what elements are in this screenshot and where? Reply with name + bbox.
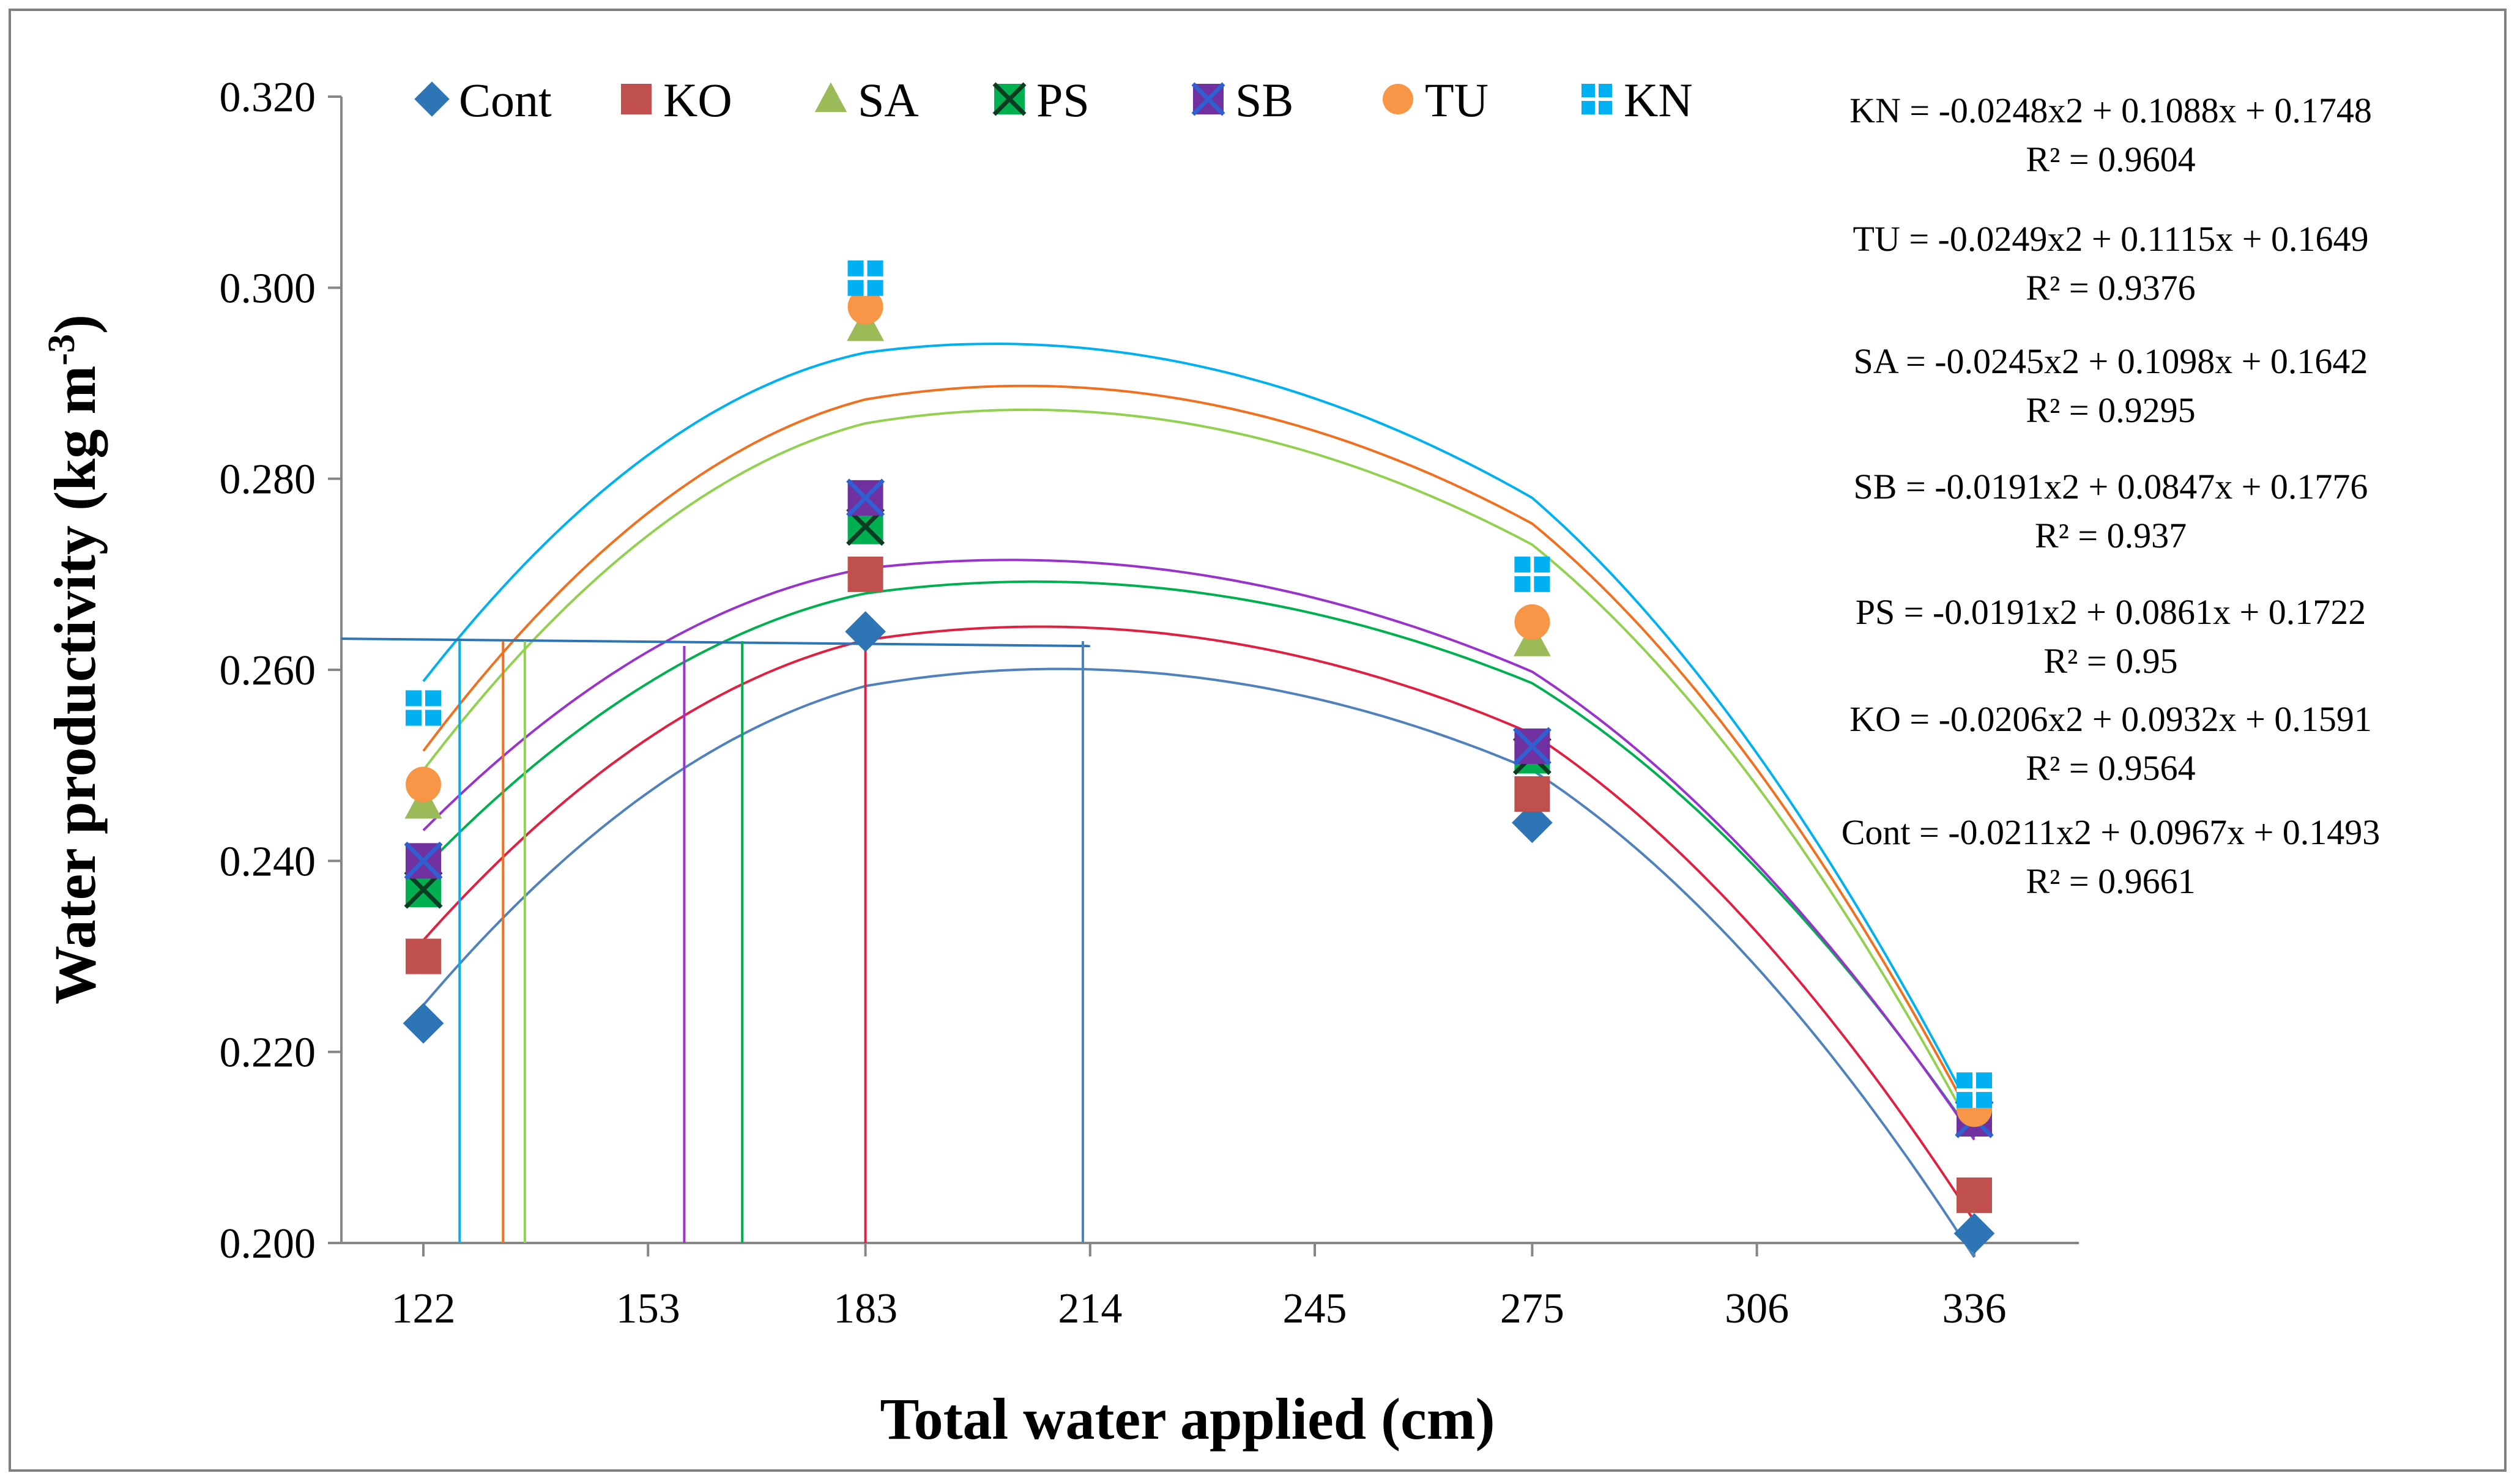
marker-kn-plus — [1514, 556, 1550, 592]
marker-ko — [847, 556, 883, 592]
trend-curve-sa — [422, 408, 1975, 1135]
x-tick-label: 306 — [1725, 1285, 1789, 1332]
y-axis-title-main: Water productivity (kg m — [42, 366, 108, 1004]
x-tick-label: 275 — [1500, 1285, 1564, 1332]
chart-frame — [9, 9, 2507, 1472]
marker-cont — [1512, 802, 1553, 844]
legend-item-ko: KO — [621, 73, 732, 127]
legend-label: KO — [663, 73, 732, 127]
trend-curve-ko — [422, 625, 1975, 1222]
marker-kn-plus — [847, 260, 883, 296]
y-tick-label: 0.280 — [220, 456, 316, 503]
trend-equations: KN = -0.0248x2 + 0.1088x + 0.1748 R² = 0.… — [1842, 91, 2381, 901]
legend-marker-kn-plus — [1582, 84, 1612, 114]
reference-lines — [341, 637, 1090, 1243]
trend-r-squared: R² = 0.9661 — [2026, 861, 2195, 901]
legend-item-ps: PS — [992, 73, 1090, 127]
trend-r-squared: R² = 0.9604 — [2026, 139, 2195, 179]
legend-label: TU — [1425, 73, 1489, 127]
reference-line — [341, 637, 1090, 648]
trend-r-squared: R² = 0.9295 — [2026, 390, 2195, 430]
trend-equation: Cont = -0.0211x2 + 0.0967x + 0.1493 — [1842, 812, 2381, 852]
marker-ko — [406, 938, 441, 974]
legend-marker-sb-cross — [1191, 82, 1225, 116]
legend-item-cont: Cont — [414, 73, 552, 127]
y-axis-title-suffix: ) — [42, 314, 108, 334]
trend-r-squared: R² = 0.9564 — [2026, 748, 2195, 788]
marker-tu — [847, 289, 883, 325]
data-markers — [403, 260, 1995, 1254]
legend-item-kn: KN — [1582, 73, 1693, 127]
marker-tu — [406, 766, 441, 803]
x-tick-label: 183 — [833, 1285, 898, 1332]
legend-label: Cont — [459, 73, 552, 127]
legend-marker-tu — [1383, 84, 1413, 114]
trend-curves — [422, 342, 1975, 1258]
x-axis-title: Total water applied (cm) — [880, 1386, 1495, 1452]
y-axis-title-superscript: -3 — [41, 334, 83, 366]
legend: Cont KO SA PS SB TU KN — [414, 73, 1693, 127]
marker-kn-plus — [406, 690, 441, 726]
marker-sb-cross — [404, 841, 443, 880]
trend-r-squared: R² = 0.95 — [2043, 641, 2177, 681]
legend-item-sb: SB — [1191, 73, 1293, 127]
axes: 0.200 0.220 0.240 0.260 0.280 0.300 0.320 122 15… — [220, 74, 2079, 1332]
legend-marker-sa — [814, 82, 847, 113]
axis-titles: Total water applied (cm) Water productiv… — [41, 314, 1495, 1452]
trend-equation: SB = -0.0191x2 + 0.0847x + 0.1776 — [1854, 467, 2368, 506]
trend-r-squared: R² = 0.9376 — [2026, 268, 2195, 308]
x-tick-label: 336 — [1942, 1285, 2007, 1332]
trend-equation: KN = -0.0248x2 + 0.1088x + 0.1748 — [1849, 91, 2372, 130]
marker-cont — [1953, 1213, 1995, 1254]
x-tick-label: 214 — [1058, 1285, 1122, 1332]
trend-curve-ps — [422, 580, 1975, 1139]
y-axis-title: Water productivity (kg m-3) — [41, 314, 108, 1004]
y-tick-label: 0.200 — [220, 1220, 316, 1267]
marker-cont — [845, 611, 886, 652]
trend-curve-kn — [422, 342, 1975, 1118]
marker-sb-cross — [1512, 727, 1552, 766]
trend-equation: KO = -0.0206x2 + 0.0932x + 0.1591 — [1849, 699, 2372, 739]
legend-marker-ps-cross — [992, 82, 1027, 116]
legend-marker-ko — [621, 84, 652, 114]
y-tick-label: 0.300 — [220, 265, 316, 312]
legend-label: SA — [858, 73, 919, 127]
marker-sb-cross — [846, 478, 885, 518]
y-tick-label: 0.240 — [220, 838, 316, 885]
legend-item-sa: SA — [814, 73, 919, 127]
legend-label: KN — [1624, 73, 1693, 127]
marker-cont — [403, 1003, 444, 1044]
marker-ko — [1957, 1177, 1992, 1213]
y-tick-label: 0.320 — [220, 74, 316, 121]
trend-equation: SA = -0.0245x2 + 0.1098x + 0.1642 — [1854, 341, 2368, 381]
trend-equation: PS = -0.0191x2 + 0.0861x + 0.1722 — [1856, 592, 2366, 632]
trend-r-squared: R² = 0.937 — [2035, 516, 2187, 555]
marker-ko — [1514, 776, 1550, 812]
trend-curve-sb — [422, 558, 1975, 1141]
trend-curve-tu — [422, 384, 1975, 1124]
legend-item-tu: TU — [1383, 73, 1489, 127]
marker-kn-plus — [1957, 1072, 1992, 1108]
legend-marker-cont — [414, 81, 450, 117]
y-tick-label: 0.220 — [220, 1030, 316, 1077]
legend-label: SB — [1235, 73, 1293, 127]
legend-label: PS — [1036, 73, 1090, 127]
trend-curve-cont — [422, 667, 1975, 1258]
marker-tu — [1514, 604, 1550, 640]
trend-equation: TU = -0.0249x2 + 0.1115x + 0.1649 — [1853, 219, 2369, 259]
x-tick-label: 245 — [1283, 1285, 1347, 1332]
y-tick-label: 0.260 — [220, 647, 316, 694]
x-tick-label: 153 — [616, 1285, 680, 1332]
x-tick-label: 122 — [392, 1285, 456, 1332]
